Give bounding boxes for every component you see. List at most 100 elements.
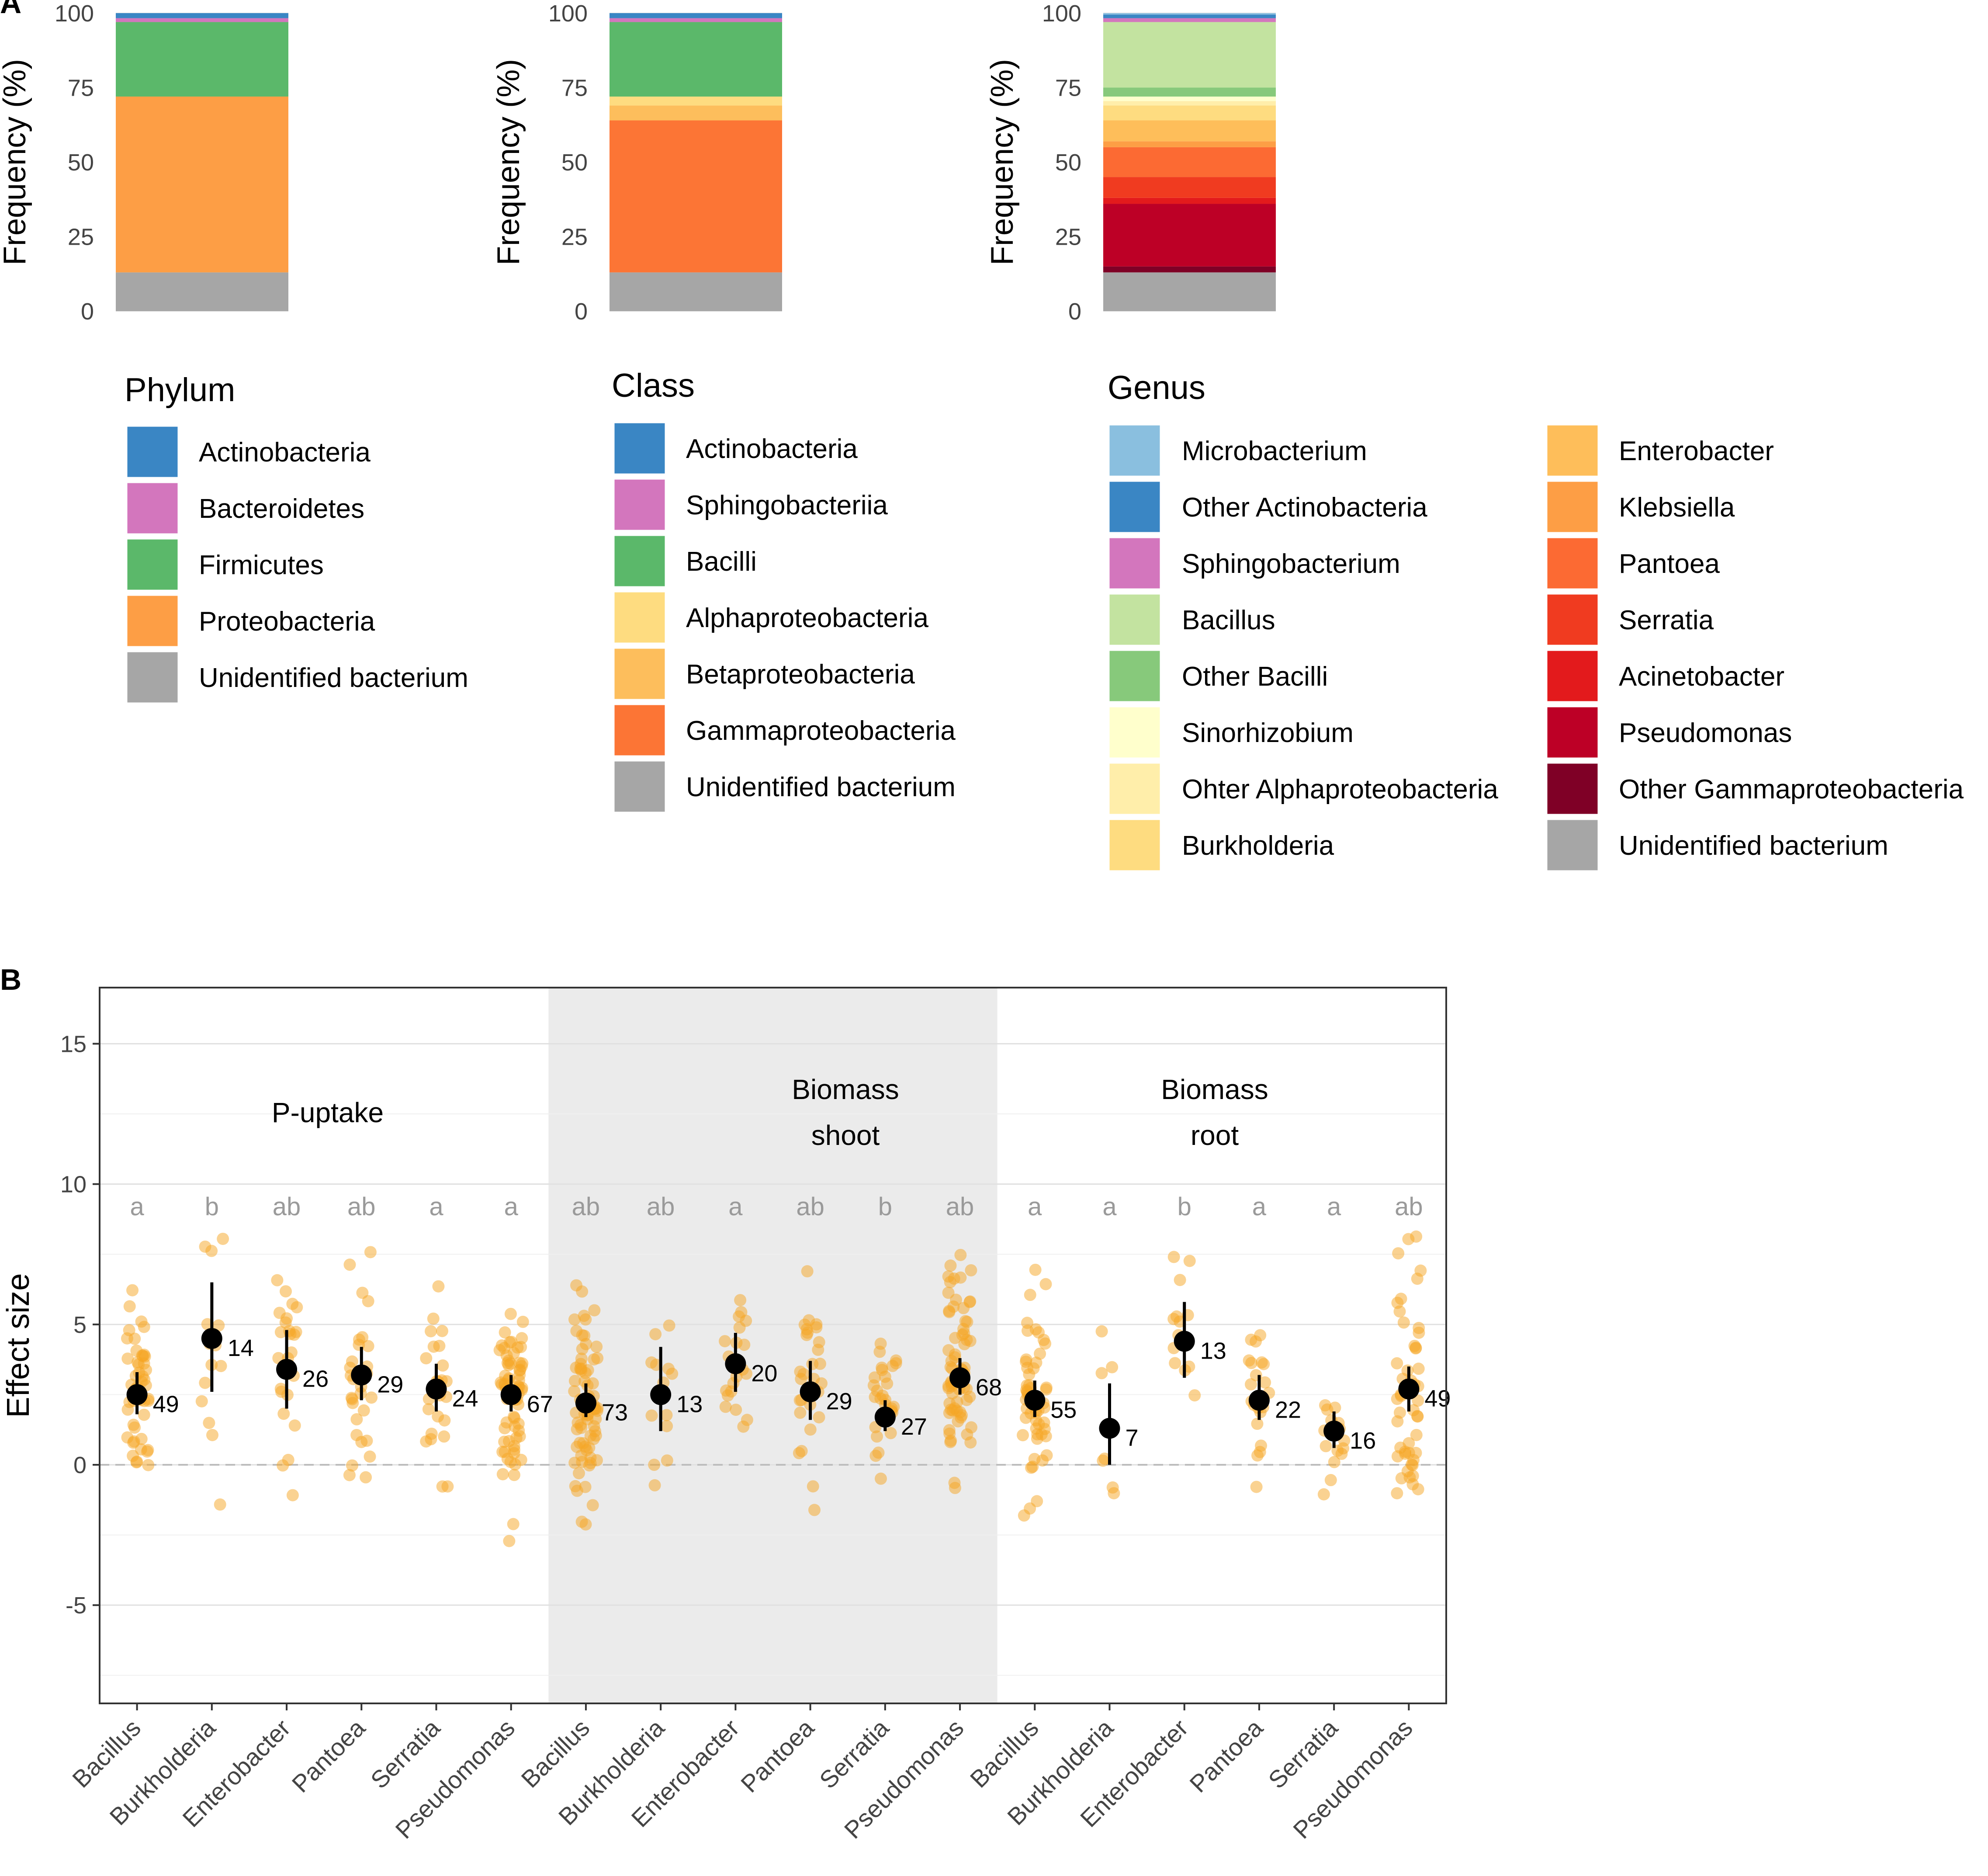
class-segment-sphingobacteriia xyxy=(610,18,782,22)
genus-segment-acinetobacter xyxy=(1103,198,1276,204)
genus-segment-pseudomonas xyxy=(1103,204,1276,267)
raw-point-pseudomonas xyxy=(512,1418,525,1430)
raw-point-pseudomonas xyxy=(516,1315,529,1328)
raw-point-bacillus xyxy=(580,1338,592,1350)
raw-point-bacillus xyxy=(1039,1337,1052,1350)
raw-point-pseudomonas xyxy=(503,1535,516,1547)
raw-point-pseudomonas xyxy=(949,1482,961,1495)
raw-point-bacillus xyxy=(1024,1502,1036,1515)
raw-point-pantoea xyxy=(350,1413,363,1425)
mean-point-burkholderia xyxy=(201,1328,222,1349)
phylum-legend-title: Phylum xyxy=(125,371,235,409)
genus-legend-key-other-bacilli xyxy=(1108,649,1161,703)
sample-size-label: 73 xyxy=(602,1400,628,1426)
raw-point-pantoea xyxy=(1254,1446,1266,1458)
raw-point-enterobacter xyxy=(719,1401,732,1413)
raw-point-burkholderia xyxy=(663,1319,675,1332)
significance-letter: ab xyxy=(1395,1193,1423,1221)
raw-point-bacillus xyxy=(1016,1429,1029,1442)
genus-segment-other-actinobacteria xyxy=(1103,14,1276,18)
raw-point-pseudomonas xyxy=(949,1293,962,1306)
class-legend-key-bacilli xyxy=(613,534,666,588)
raw-point-serratia xyxy=(436,1359,449,1372)
raw-point-pseudomonas xyxy=(942,1382,955,1394)
raw-point-pantoea xyxy=(812,1343,824,1356)
class-y-tick-label: 75 xyxy=(561,75,588,101)
class-y-axis-title: Frequency (%) xyxy=(491,59,526,265)
raw-point-pantoea xyxy=(346,1355,358,1368)
phylum-y-tick-label: 0 xyxy=(81,298,94,325)
raw-point-bacillus xyxy=(1039,1430,1052,1443)
sample-size-label: 29 xyxy=(377,1371,403,1397)
sample-size-label: 55 xyxy=(1050,1397,1077,1423)
raw-point-enterobacter xyxy=(1183,1360,1195,1373)
significance-letter: a xyxy=(130,1193,144,1221)
raw-point-bacillus xyxy=(1022,1325,1034,1337)
class-legend-label: Alphaproteobacteria xyxy=(686,603,928,633)
genus-legend-key-burkholderia xyxy=(1108,818,1161,872)
sample-size-label: 20 xyxy=(751,1360,777,1387)
raw-point-burkholderia xyxy=(217,1232,229,1245)
genus-segment-sphingobacterium xyxy=(1103,18,1276,22)
raw-point-serratia xyxy=(1320,1440,1332,1453)
sample-size-label: 29 xyxy=(826,1388,852,1415)
raw-point-enterobacter xyxy=(1167,1313,1180,1325)
raw-point-pseudomonas xyxy=(1391,1487,1403,1500)
genus-legend-label: Klebsiella xyxy=(1619,492,1735,523)
genus-stacked-chart: 0 25 50 75 100 Frequency (%) xyxy=(985,0,1276,325)
phylum-y-tick-label: 25 xyxy=(68,224,94,250)
raw-point-enterobacter xyxy=(271,1274,284,1286)
significance-letter: b xyxy=(878,1193,892,1221)
genus-legend-key-pseudomonas xyxy=(1546,706,1599,759)
genus-legend-label: Ohter Alphaproteobacteria xyxy=(1182,774,1498,804)
significance-letter: a xyxy=(504,1193,519,1221)
raw-point-enterobacter xyxy=(1188,1389,1201,1402)
significance-letter: ab xyxy=(647,1193,675,1221)
raw-point-serratia xyxy=(438,1414,451,1427)
raw-point-bacillus xyxy=(579,1313,592,1326)
raw-point-serratia xyxy=(884,1427,897,1439)
raw-point-pantoea xyxy=(343,1469,356,1481)
raw-point-burkholderia xyxy=(195,1395,208,1408)
mean-point-enterobacter xyxy=(725,1353,746,1374)
raw-point-bacillus xyxy=(568,1313,581,1326)
phylum-y-tick-label: 100 xyxy=(55,0,94,27)
raw-point-pseudomonas xyxy=(944,1259,957,1272)
raw-point-burkholderia xyxy=(645,1409,658,1422)
raw-point-burkholderia xyxy=(203,1417,215,1429)
phylum-legend-key-proteobacteria xyxy=(126,594,179,648)
raw-point-pseudomonas xyxy=(516,1332,528,1345)
raw-point-serratia xyxy=(868,1371,881,1384)
mean-point-bacillus xyxy=(126,1384,148,1405)
y-tick-label: 0 xyxy=(73,1452,87,1478)
raw-point-pseudomonas xyxy=(504,1307,517,1320)
raw-point-enterobacter xyxy=(730,1404,742,1416)
raw-point-pseudomonas xyxy=(1397,1316,1410,1329)
raw-point-bacillus xyxy=(142,1459,155,1471)
raw-point-pseudomonas xyxy=(1408,1339,1421,1352)
raw-point-burkholderia xyxy=(661,1454,673,1467)
class-y-tick-label: 0 xyxy=(575,298,588,325)
raw-point-enterobacter xyxy=(280,1285,292,1298)
raw-point-bacillus xyxy=(123,1300,136,1313)
raw-point-enterobacter xyxy=(286,1489,299,1501)
raw-point-bacillus xyxy=(575,1352,588,1365)
raw-point-burkholderia xyxy=(649,1328,662,1341)
raw-point-serratia xyxy=(1337,1442,1350,1455)
mean-point-serratia xyxy=(1323,1420,1345,1442)
raw-point-bacillus xyxy=(572,1467,585,1480)
phylum-legend-label: Actinobacteria xyxy=(199,437,371,468)
significance-letter: a xyxy=(1252,1193,1267,1221)
raw-point-enterobacter xyxy=(288,1419,301,1432)
raw-point-pseudomonas xyxy=(1395,1293,1407,1305)
raw-point-pseudomonas xyxy=(508,1447,520,1460)
raw-point-pseudomonas xyxy=(944,1276,956,1288)
raw-point-pseudomonas xyxy=(1391,1357,1403,1370)
raw-point-pseudomonas xyxy=(502,1435,515,1447)
raw-point-bacillus xyxy=(138,1357,150,1370)
class-legend-label: Actinobacteria xyxy=(686,434,858,464)
raw-point-bacillus xyxy=(1030,1356,1042,1369)
raw-point-pantoea xyxy=(362,1340,374,1352)
raw-point-pantoea xyxy=(807,1480,819,1493)
raw-point-pseudomonas xyxy=(949,1348,961,1361)
